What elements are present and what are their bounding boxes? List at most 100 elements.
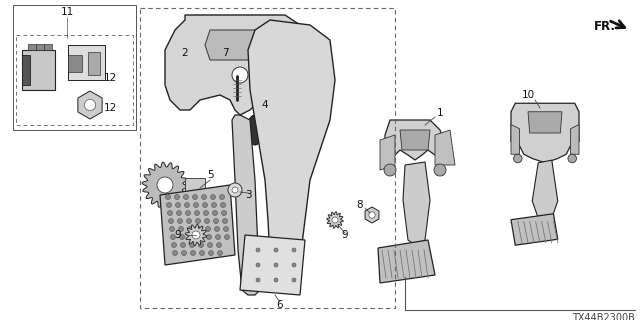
Circle shape xyxy=(214,219,218,223)
Circle shape xyxy=(211,195,216,199)
Circle shape xyxy=(166,203,172,207)
Circle shape xyxy=(216,235,221,239)
Circle shape xyxy=(195,211,200,215)
Polygon shape xyxy=(240,235,305,295)
Circle shape xyxy=(173,251,177,255)
Polygon shape xyxy=(68,55,82,72)
Circle shape xyxy=(188,227,193,231)
Circle shape xyxy=(211,203,216,207)
Circle shape xyxy=(175,195,179,199)
Text: 12: 12 xyxy=(104,73,116,83)
Circle shape xyxy=(513,154,522,163)
Circle shape xyxy=(200,251,205,255)
Circle shape xyxy=(256,278,260,282)
Polygon shape xyxy=(68,45,105,80)
Circle shape xyxy=(221,203,225,207)
Circle shape xyxy=(170,227,175,231)
Circle shape xyxy=(225,235,230,239)
Polygon shape xyxy=(232,115,260,295)
Polygon shape xyxy=(185,178,205,195)
Polygon shape xyxy=(435,130,455,165)
Circle shape xyxy=(175,203,180,207)
Circle shape xyxy=(196,227,202,231)
Circle shape xyxy=(214,227,220,231)
Polygon shape xyxy=(511,214,557,245)
Circle shape xyxy=(186,211,191,215)
Polygon shape xyxy=(365,207,379,223)
Text: 2: 2 xyxy=(182,48,188,58)
Circle shape xyxy=(192,231,200,239)
Polygon shape xyxy=(142,162,188,208)
Text: 9: 9 xyxy=(175,230,181,240)
Text: 9: 9 xyxy=(342,230,348,240)
Polygon shape xyxy=(88,52,100,75)
Polygon shape xyxy=(22,50,55,90)
Circle shape xyxy=(170,235,175,239)
Circle shape xyxy=(283,53,297,67)
Polygon shape xyxy=(185,224,207,246)
Circle shape xyxy=(292,248,296,252)
Polygon shape xyxy=(400,130,430,150)
Circle shape xyxy=(184,195,189,199)
Circle shape xyxy=(274,248,278,252)
Text: 6: 6 xyxy=(276,300,284,310)
Polygon shape xyxy=(570,124,579,154)
Polygon shape xyxy=(28,44,36,50)
Circle shape xyxy=(195,219,200,223)
Polygon shape xyxy=(532,160,557,218)
Polygon shape xyxy=(511,124,520,154)
Circle shape xyxy=(292,263,296,267)
Text: 11: 11 xyxy=(60,7,74,17)
Text: 4: 4 xyxy=(262,100,268,110)
Polygon shape xyxy=(44,44,52,50)
Text: 10: 10 xyxy=(522,90,534,100)
Circle shape xyxy=(198,243,204,247)
Circle shape xyxy=(292,278,296,282)
Polygon shape xyxy=(36,44,44,50)
Ellipse shape xyxy=(247,115,263,145)
Circle shape xyxy=(191,251,195,255)
Circle shape xyxy=(256,248,260,252)
Polygon shape xyxy=(528,112,562,133)
Polygon shape xyxy=(511,103,579,163)
Circle shape xyxy=(256,263,260,267)
Circle shape xyxy=(232,187,238,193)
Circle shape xyxy=(202,203,207,207)
Circle shape xyxy=(189,235,193,239)
Polygon shape xyxy=(205,30,275,60)
Circle shape xyxy=(168,219,173,223)
Circle shape xyxy=(332,217,338,223)
Text: FR.: FR. xyxy=(594,20,616,33)
Circle shape xyxy=(179,227,184,231)
Circle shape xyxy=(205,219,209,223)
Circle shape xyxy=(434,164,446,176)
Text: 1: 1 xyxy=(436,108,444,118)
Circle shape xyxy=(223,227,228,231)
Circle shape xyxy=(274,278,278,282)
Circle shape xyxy=(204,211,209,215)
Text: 8: 8 xyxy=(356,200,364,210)
Circle shape xyxy=(168,211,173,215)
Circle shape xyxy=(186,219,191,223)
Polygon shape xyxy=(165,15,310,115)
Circle shape xyxy=(209,251,214,255)
Polygon shape xyxy=(380,135,395,170)
Polygon shape xyxy=(248,20,335,290)
Circle shape xyxy=(179,235,184,239)
Circle shape xyxy=(220,195,225,199)
Circle shape xyxy=(384,164,396,176)
Circle shape xyxy=(84,100,95,111)
Circle shape xyxy=(198,235,202,239)
Polygon shape xyxy=(22,55,30,85)
Circle shape xyxy=(216,243,221,247)
Circle shape xyxy=(221,211,227,215)
Circle shape xyxy=(193,195,198,199)
Circle shape xyxy=(228,183,242,197)
Circle shape xyxy=(207,243,212,247)
Circle shape xyxy=(189,243,195,247)
Circle shape xyxy=(369,212,375,218)
Polygon shape xyxy=(378,240,435,283)
Circle shape xyxy=(177,211,182,215)
Circle shape xyxy=(207,235,211,239)
Circle shape xyxy=(177,219,182,223)
